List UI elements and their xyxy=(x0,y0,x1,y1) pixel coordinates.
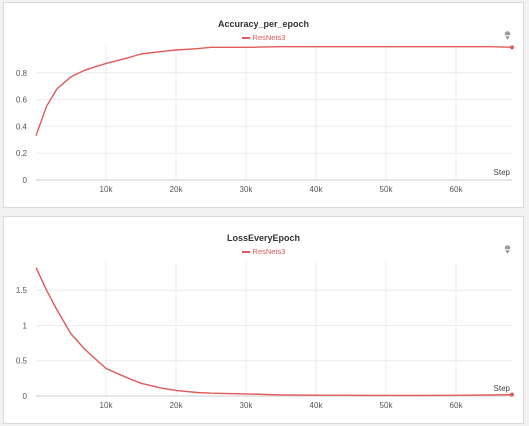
chart-title: Accuracy_per_epoch xyxy=(217,19,310,29)
x-tick-label: 40k xyxy=(310,401,324,410)
legend-label: ResNets3 xyxy=(252,247,286,256)
y-tick-label: 1 xyxy=(23,321,28,330)
series-line xyxy=(35,267,513,397)
accuracy-chart-panel: Accuracy_per_epoch ResNets3 0 0.2 0.4 0.6 0.… xyxy=(3,2,524,208)
loss-chart-panel: LossEveryEpoch ResNets3 0 0.5 1 1.5 10k 20k 30… xyxy=(3,216,524,424)
x-axis-title: Step xyxy=(494,168,511,177)
y-tick-label: 0 xyxy=(23,392,28,401)
y-tick-label: 0.8 xyxy=(16,69,28,78)
series-endpoint[interactable] xyxy=(510,45,514,50)
x-tick-label: 40k xyxy=(310,185,324,194)
legend[interactable]: ResNets3 xyxy=(4,33,523,42)
x-tick-label: 50k xyxy=(380,185,394,194)
legend-label: ResNets3 xyxy=(252,33,286,42)
y-tick-label: 0.4 xyxy=(16,122,28,131)
y-tick-label: 1.5 xyxy=(16,286,28,295)
x-tick-label: 60k xyxy=(450,401,464,410)
x-tick-label: 20k xyxy=(170,401,184,410)
legend[interactable]: ResNets3 xyxy=(4,247,523,256)
plot-area[interactable]: 0 0.2 0.4 0.6 0.8 10k 20k 30k 40k 50k 60k Step xyxy=(4,3,523,207)
x-tick-label: 10k xyxy=(100,401,114,410)
x-tick-label: 30k xyxy=(240,185,254,194)
x-axis-title: Step xyxy=(494,384,511,393)
legend-swatch xyxy=(241,37,250,40)
y-tick-label: 0.5 xyxy=(16,357,28,366)
chart-title: LossEveryEpoch xyxy=(226,233,301,243)
plot-area[interactable]: 0 0.5 1 1.5 10k 20k 30k 40k 50k 60k Step xyxy=(4,217,523,423)
y-tick-label: 0 xyxy=(23,176,28,185)
pin-icon[interactable] xyxy=(504,245,511,254)
x-tick-label: 10k xyxy=(100,185,114,194)
legend-swatch xyxy=(241,251,250,254)
y-tick-label: 0.2 xyxy=(16,149,28,158)
y-tick-label: 0.6 xyxy=(16,96,28,105)
pin-icon[interactable] xyxy=(504,31,511,40)
series-line xyxy=(35,46,513,137)
x-tick-label: 50k xyxy=(380,401,394,410)
x-tick-label: 60k xyxy=(450,185,464,194)
series-endpoint[interactable] xyxy=(510,392,514,397)
x-tick-label: 20k xyxy=(170,185,184,194)
x-tick-label: 30k xyxy=(240,401,254,410)
